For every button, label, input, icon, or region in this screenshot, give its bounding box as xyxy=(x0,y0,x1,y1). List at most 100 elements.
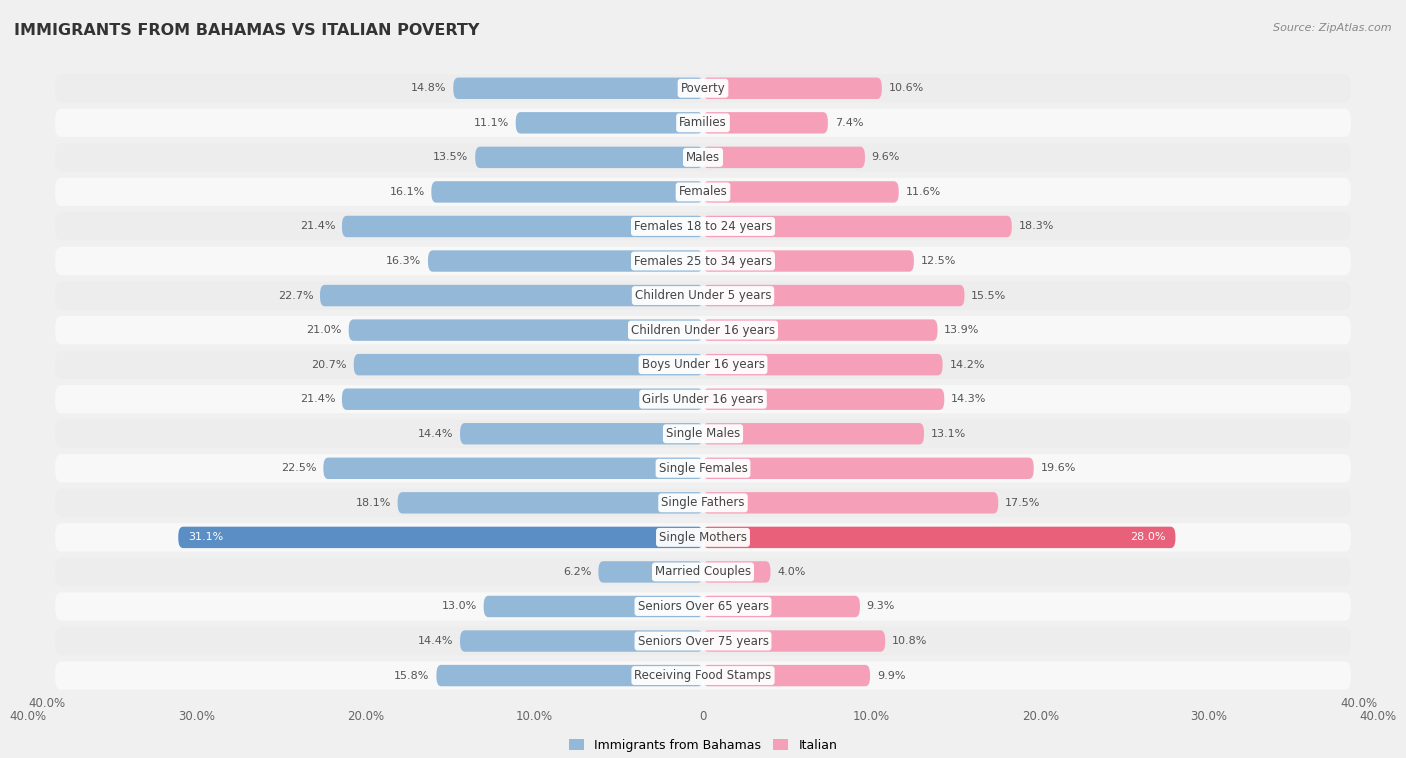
FancyBboxPatch shape xyxy=(460,631,703,652)
Text: 14.4%: 14.4% xyxy=(418,429,453,439)
FancyBboxPatch shape xyxy=(179,527,703,548)
FancyBboxPatch shape xyxy=(703,146,865,168)
Text: Single Males: Single Males xyxy=(666,428,740,440)
Text: 4.0%: 4.0% xyxy=(778,567,806,577)
Text: 9.9%: 9.9% xyxy=(877,671,905,681)
FancyBboxPatch shape xyxy=(55,281,1351,310)
Text: 20.7%: 20.7% xyxy=(312,359,347,370)
FancyBboxPatch shape xyxy=(703,458,1033,479)
FancyBboxPatch shape xyxy=(55,454,1351,482)
FancyBboxPatch shape xyxy=(55,523,1351,552)
Text: Married Couples: Married Couples xyxy=(655,565,751,578)
FancyBboxPatch shape xyxy=(703,596,860,617)
Text: 15.5%: 15.5% xyxy=(972,290,1007,301)
Text: Females 25 to 34 years: Females 25 to 34 years xyxy=(634,255,772,268)
FancyBboxPatch shape xyxy=(55,558,1351,586)
FancyBboxPatch shape xyxy=(55,108,1351,137)
Text: 10.6%: 10.6% xyxy=(889,83,924,93)
Text: 9.6%: 9.6% xyxy=(872,152,900,162)
FancyBboxPatch shape xyxy=(55,143,1351,171)
FancyBboxPatch shape xyxy=(703,77,882,99)
Text: Females: Females xyxy=(679,186,727,199)
FancyBboxPatch shape xyxy=(703,492,998,514)
FancyBboxPatch shape xyxy=(55,350,1351,379)
FancyBboxPatch shape xyxy=(342,216,703,237)
Text: 14.2%: 14.2% xyxy=(949,359,984,370)
Text: Children Under 16 years: Children Under 16 years xyxy=(631,324,775,337)
Text: Seniors Over 65 years: Seniors Over 65 years xyxy=(637,600,769,613)
FancyBboxPatch shape xyxy=(484,596,703,617)
Text: 11.1%: 11.1% xyxy=(474,117,509,128)
FancyBboxPatch shape xyxy=(55,385,1351,413)
FancyBboxPatch shape xyxy=(321,285,703,306)
Text: 14.8%: 14.8% xyxy=(411,83,447,93)
Text: 12.5%: 12.5% xyxy=(921,256,956,266)
Text: 13.0%: 13.0% xyxy=(441,602,477,612)
Text: Females 18 to 24 years: Females 18 to 24 years xyxy=(634,220,772,233)
Legend: Immigrants from Bahamas, Italian: Immigrants from Bahamas, Italian xyxy=(564,734,842,756)
Text: Single Mothers: Single Mothers xyxy=(659,531,747,544)
FancyBboxPatch shape xyxy=(703,216,1012,237)
FancyBboxPatch shape xyxy=(703,665,870,686)
Text: Single Females: Single Females xyxy=(658,462,748,475)
Text: 17.5%: 17.5% xyxy=(1005,498,1040,508)
FancyBboxPatch shape xyxy=(703,527,1175,548)
Text: 28.0%: 28.0% xyxy=(1130,532,1166,543)
FancyBboxPatch shape xyxy=(436,665,703,686)
FancyBboxPatch shape xyxy=(55,247,1351,275)
Text: Receiving Food Stamps: Receiving Food Stamps xyxy=(634,669,772,682)
Text: 14.4%: 14.4% xyxy=(418,636,453,646)
Text: 40.0%: 40.0% xyxy=(28,697,65,709)
Text: 9.3%: 9.3% xyxy=(866,602,896,612)
FancyBboxPatch shape xyxy=(342,389,703,410)
FancyBboxPatch shape xyxy=(398,492,703,514)
Text: 16.1%: 16.1% xyxy=(389,187,425,197)
Text: 21.4%: 21.4% xyxy=(299,221,335,231)
Text: Girls Under 16 years: Girls Under 16 years xyxy=(643,393,763,406)
Text: 13.9%: 13.9% xyxy=(945,325,980,335)
Text: 14.3%: 14.3% xyxy=(950,394,987,404)
FancyBboxPatch shape xyxy=(599,561,703,583)
Text: 19.6%: 19.6% xyxy=(1040,463,1076,473)
FancyBboxPatch shape xyxy=(55,316,1351,344)
FancyBboxPatch shape xyxy=(703,561,770,583)
Text: 13.1%: 13.1% xyxy=(931,429,966,439)
FancyBboxPatch shape xyxy=(703,285,965,306)
Text: IMMIGRANTS FROM BAHAMAS VS ITALIAN POVERTY: IMMIGRANTS FROM BAHAMAS VS ITALIAN POVER… xyxy=(14,23,479,38)
FancyBboxPatch shape xyxy=(453,77,703,99)
FancyBboxPatch shape xyxy=(703,319,938,341)
FancyBboxPatch shape xyxy=(703,112,828,133)
FancyBboxPatch shape xyxy=(55,592,1351,621)
Text: Males: Males xyxy=(686,151,720,164)
FancyBboxPatch shape xyxy=(427,250,703,271)
FancyBboxPatch shape xyxy=(703,631,886,652)
Text: 15.8%: 15.8% xyxy=(394,671,430,681)
FancyBboxPatch shape xyxy=(703,389,945,410)
Text: 11.6%: 11.6% xyxy=(905,187,941,197)
Text: 21.0%: 21.0% xyxy=(307,325,342,335)
Text: 16.3%: 16.3% xyxy=(387,256,422,266)
FancyBboxPatch shape xyxy=(475,146,703,168)
Text: 7.4%: 7.4% xyxy=(835,117,863,128)
Text: 22.7%: 22.7% xyxy=(277,290,314,301)
Text: 31.1%: 31.1% xyxy=(188,532,224,543)
Text: Poverty: Poverty xyxy=(681,82,725,95)
Text: 6.2%: 6.2% xyxy=(564,567,592,577)
FancyBboxPatch shape xyxy=(349,319,703,341)
FancyBboxPatch shape xyxy=(55,627,1351,655)
FancyBboxPatch shape xyxy=(703,250,914,271)
FancyBboxPatch shape xyxy=(703,354,942,375)
Text: 40.0%: 40.0% xyxy=(1341,697,1378,709)
FancyBboxPatch shape xyxy=(432,181,703,202)
FancyBboxPatch shape xyxy=(354,354,703,375)
FancyBboxPatch shape xyxy=(55,178,1351,206)
Text: 21.4%: 21.4% xyxy=(299,394,335,404)
FancyBboxPatch shape xyxy=(703,181,898,202)
FancyBboxPatch shape xyxy=(703,423,924,444)
Text: 13.5%: 13.5% xyxy=(433,152,468,162)
Text: Single Fathers: Single Fathers xyxy=(661,496,745,509)
Text: 18.1%: 18.1% xyxy=(356,498,391,508)
Text: Boys Under 16 years: Boys Under 16 years xyxy=(641,358,765,371)
Text: 22.5%: 22.5% xyxy=(281,463,316,473)
FancyBboxPatch shape xyxy=(55,489,1351,517)
